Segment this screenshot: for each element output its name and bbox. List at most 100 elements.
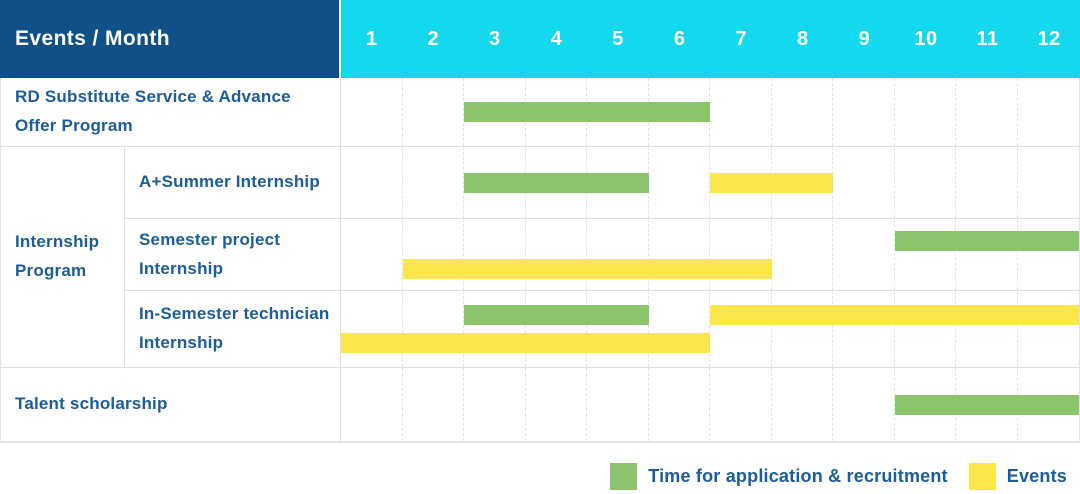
- group-label-text: Internship Program: [15, 232, 100, 280]
- month-header-12: 12: [1037, 27, 1061, 50]
- month-gridline-column: [341, 147, 403, 218]
- group-label-internship-program: Internship Program: [1, 147, 125, 368]
- month-gridlines: [341, 219, 1079, 290]
- month-header-8: 8: [797, 27, 809, 50]
- table-header-label: Events / Month: [15, 27, 170, 50]
- table-header-events-month: Events / Month: [0, 0, 341, 78]
- month-header-2: 2: [427, 27, 440, 50]
- month-gridline-column: [895, 78, 956, 146]
- month-gridline-column: [956, 291, 1018, 367]
- month-gridline-column: [464, 368, 526, 441]
- month-gridline-column: [587, 219, 649, 290]
- row-label-text: Talent scholarship: [15, 394, 168, 414]
- month-gridline-column: [403, 291, 464, 367]
- row-label-in-semester-technician-internship: In-Semester technician Internship: [125, 291, 341, 368]
- month-gridline-column: [341, 291, 403, 367]
- gantt-bar-green: [464, 172, 649, 193]
- row-chart-semester-project-internship: [341, 219, 1079, 291]
- month-header-11: 11: [976, 27, 999, 50]
- gantt-bar-yellow: [710, 305, 1079, 325]
- month-gridline-column: [772, 291, 833, 367]
- gantt-bar-green: [464, 305, 649, 325]
- row-label-talent-scholarship: Talent scholarship: [1, 368, 341, 442]
- row-label-a-plus-summer-internship: A+Summer Internship: [125, 147, 341, 219]
- month-gridline-column: [956, 219, 1018, 290]
- month-gridline-column: [1018, 147, 1080, 218]
- month-gridline-column: [649, 219, 710, 290]
- month-gridline-column: [710, 368, 772, 441]
- events-month-table: Events / Month 1 2 3 4 5 6 7 8 9 10 11 12 RD Substi…: [0, 0, 1080, 443]
- month-gridline-column: [833, 219, 895, 290]
- month-gridline-column: [649, 147, 710, 218]
- row-label-text: Semester project Internship: [139, 229, 281, 278]
- month-gridline-column: [833, 78, 895, 146]
- month-gridline-column: [526, 291, 587, 367]
- gantt-bar-yellow: [341, 333, 710, 353]
- month-gridline-column: [464, 219, 526, 290]
- month-gridline-column: [649, 291, 710, 367]
- month-header-row: 1 2 3 4 5 6 7 8 9 10 11 12: [341, 0, 1080, 78]
- month-gridline-column: [772, 78, 833, 146]
- month-gridline-column: [341, 78, 403, 146]
- gantt-bar-green: [894, 394, 1079, 415]
- month-header-10: 10: [914, 27, 938, 50]
- month-gridline-column: [895, 147, 956, 218]
- month-gridline-column: [526, 368, 587, 441]
- gantt-bar-green: [894, 230, 1079, 251]
- legend-item-events: Events: [968, 462, 1067, 490]
- legend-swatch-yellow: [968, 462, 996, 490]
- legend-label-events: Events: [1006, 465, 1067, 486]
- row-chart-a-plus-summer-internship: [341, 147, 1079, 219]
- row-chart-rd-substitute-service: [341, 78, 1079, 147]
- row-label-semester-project-internship: Semester project Internship: [125, 219, 341, 291]
- month-gridline-column: [403, 368, 464, 441]
- month-gridline-column: [772, 219, 833, 290]
- month-gridline-column: [649, 368, 710, 441]
- month-header-9: 9: [858, 27, 871, 50]
- gantt-bar-yellow: [402, 258, 772, 279]
- month-gridline-column: [587, 291, 649, 367]
- month-header-5: 5: [612, 27, 624, 50]
- month-gridline-column: [526, 219, 587, 290]
- month-gridline-column: [403, 78, 464, 146]
- month-header-1: 1: [365, 27, 378, 50]
- month-header-6: 6: [673, 27, 686, 50]
- month-gridline-column: [710, 219, 772, 290]
- month-gridline-column: [956, 147, 1018, 218]
- month-gridline-column: [833, 147, 895, 218]
- month-gridline-column: [403, 147, 464, 218]
- month-header-3: 3: [489, 27, 501, 50]
- month-header-4: 4: [550, 27, 563, 50]
- row-label-text: In-Semester technician Internship: [139, 304, 330, 352]
- month-gridline-column: [710, 291, 772, 367]
- row-label-text: RD Substitute Service & Advance Offer Pr…: [15, 87, 291, 135]
- gantt-bar-green: [464, 102, 710, 122]
- month-gridlines: [341, 78, 1079, 146]
- month-gridline-column: [895, 219, 956, 290]
- month-gridline-column: [833, 368, 895, 441]
- month-gridline-column: [710, 78, 772, 146]
- month-gridline-column: [587, 368, 649, 441]
- month-gridline-column: [895, 291, 956, 367]
- month-gridline-column: [772, 368, 833, 441]
- month-gridline-column: [1018, 78, 1080, 146]
- month-gridline-column: [464, 291, 526, 367]
- month-header-7: 7: [735, 27, 748, 50]
- row-chart-in-semester-technician-internship: [341, 291, 1079, 368]
- month-gridline-column: [341, 368, 403, 441]
- row-label-rd-substitute-service: RD Substitute Service & Advance Offer Pr…: [1, 78, 341, 147]
- month-gridline-column: [1018, 291, 1080, 367]
- legend-label-application-recruitment: Time for application & recruitment: [648, 465, 948, 486]
- legend-item-application-recruitment: Time for application & recruitment: [610, 462, 948, 490]
- legend: Time for application & recruitment Event…: [610, 462, 1067, 490]
- legend-swatch-green: [610, 462, 638, 490]
- row-label-text: A+Summer Internship: [139, 172, 320, 192]
- gantt-bar-yellow: [710, 172, 833, 193]
- month-gridline-column: [341, 219, 403, 290]
- row-chart-talent-scholarship: [341, 368, 1079, 442]
- month-gridlines: [341, 291, 1079, 367]
- month-gridline-column: [956, 78, 1018, 146]
- month-gridline-column: [833, 291, 895, 367]
- month-gridline-column: [403, 219, 464, 290]
